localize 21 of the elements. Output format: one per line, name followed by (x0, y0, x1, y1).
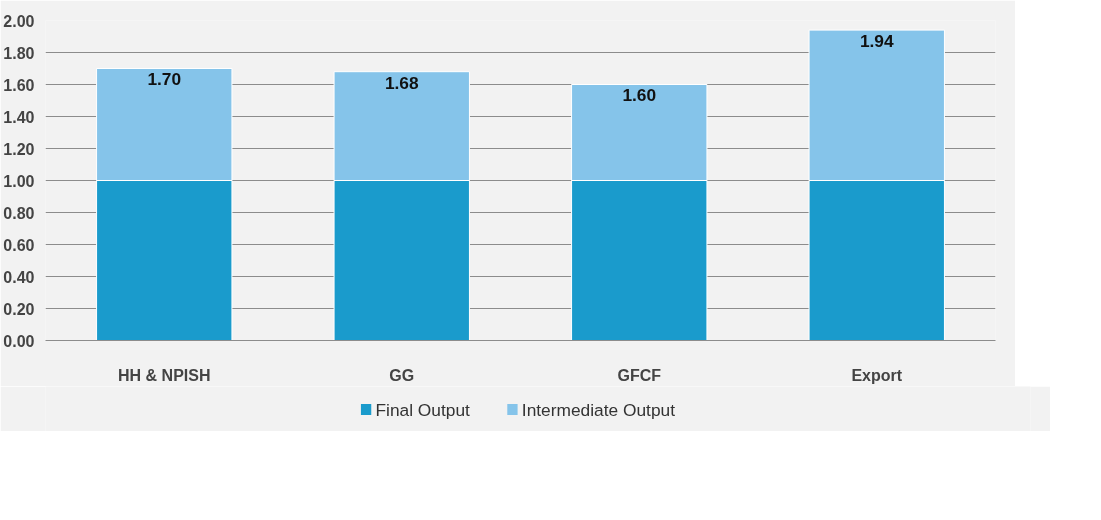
y-tick-label: 1.00 (3, 172, 35, 190)
x-tick-label: GG (389, 366, 415, 384)
legend-label: Intermediate Output (521, 399, 676, 420)
total-label: 1.68 (384, 72, 419, 93)
y-tick-label: 1.40 (3, 108, 35, 126)
x-tick-label: Export (851, 366, 903, 384)
total-label: 1.70 (147, 69, 182, 90)
y-tick-label: 1.80 (3, 44, 35, 62)
y-tick-label: 1.20 (3, 140, 35, 158)
y-tick-label: 0.80 (3, 204, 35, 222)
y-tick-label: 0.20 (3, 300, 35, 318)
y-tick-label: 0.40 (3, 268, 35, 286)
total-label: 1.94 (859, 30, 894, 51)
y-tick-label: 2.00 (3, 12, 35, 30)
y-tick-label: 0.00 (3, 332, 35, 350)
y-tick-label: 0.60 (3, 236, 35, 254)
legend-label: Final Output (375, 399, 471, 420)
x-tick-label: HH & NPISH (118, 366, 211, 384)
total-label: 1.60 (622, 85, 657, 106)
x-tick-label: GFCF (617, 366, 662, 384)
y-tick-label: 1.60 (3, 76, 35, 94)
